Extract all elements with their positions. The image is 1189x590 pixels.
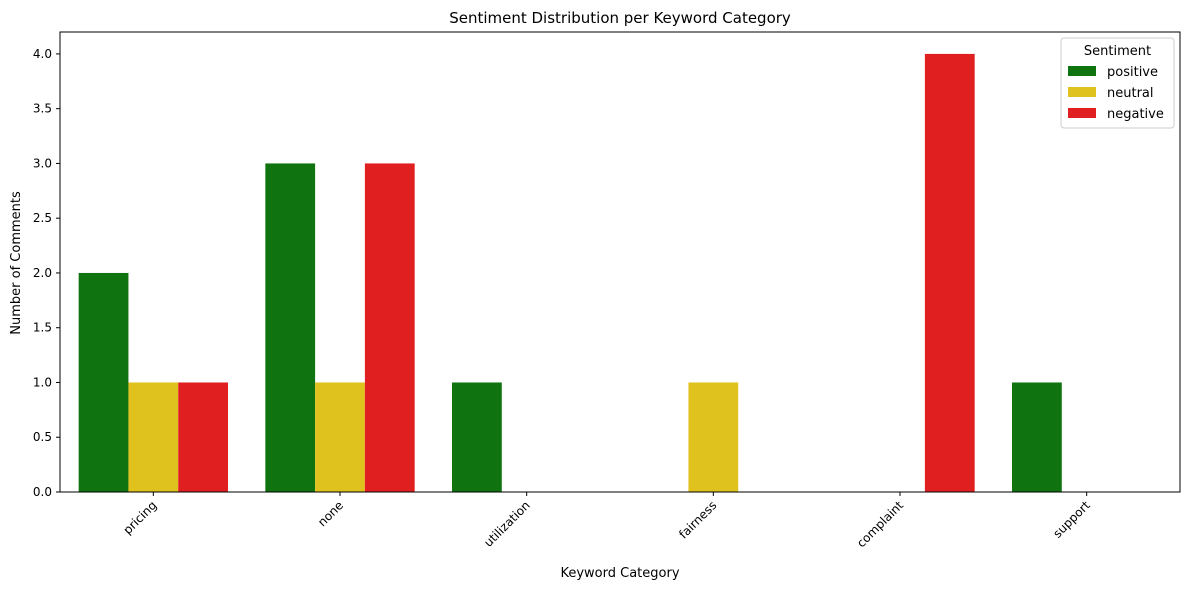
bar-positive-none (265, 163, 316, 492)
plot-area: 0.0 0.5 1.0 1.5 2.0 2.5 3.0 3.5 4.0 pricing none ut… (33, 31, 1181, 550)
y-tick-label: 1.0 (33, 375, 52, 389)
bar-neutral-none (315, 382, 365, 492)
x-tick-label: support (1050, 498, 1093, 541)
y-tick-label: 4.0 (33, 47, 52, 61)
legend-label-neutral: neutral (1107, 86, 1154, 101)
legend: Sentiment positive neutral negative (1060, 37, 1175, 129)
chart-title: Sentiment Distribution per Keyword Categ… (449, 9, 791, 27)
bar-negative-complaint (924, 53, 975, 493)
legend-swatch-neutral (1068, 87, 1096, 97)
bar-neutral-fairness (688, 382, 739, 492)
x-tick-label: complaint (854, 498, 906, 550)
y-axis-label: Number of Comments (9, 191, 24, 335)
bar-positive-utilization (452, 382, 502, 492)
x-tick-label: pricing (121, 498, 160, 537)
legend-title: Sentiment (1084, 44, 1151, 59)
bar-positive-pricing (78, 272, 129, 492)
bar-negative-none (364, 163, 415, 492)
bar-positive-support (1012, 382, 1062, 492)
y-tick-label: 2.5 (33, 211, 52, 225)
x-axis-label: Keyword Category (560, 566, 679, 581)
y-tick-label: 1.5 (33, 321, 52, 335)
plot-frame (59, 31, 1181, 493)
y-tick-label: 3.5 (33, 102, 52, 116)
x-tick-label: utilization (481, 498, 533, 550)
y-tick-label: 2.0 (33, 266, 52, 280)
legend-swatch-negative (1068, 108, 1096, 118)
bar-negative-pricing (178, 382, 228, 492)
bar-neutral-pricing (128, 382, 179, 492)
legend-label-positive: positive (1107, 65, 1158, 80)
legend-label-negative: negative (1107, 107, 1164, 122)
legend-swatch-positive (1068, 66, 1096, 76)
y-tick-label: 0.5 (33, 430, 52, 444)
legend-box (1060, 37, 1175, 129)
y-tick-label: 0.0 (33, 485, 52, 499)
x-tick-label: fairness (676, 498, 719, 541)
y-tick-label: 3.0 (33, 156, 52, 170)
x-tick-label: none (315, 498, 346, 529)
